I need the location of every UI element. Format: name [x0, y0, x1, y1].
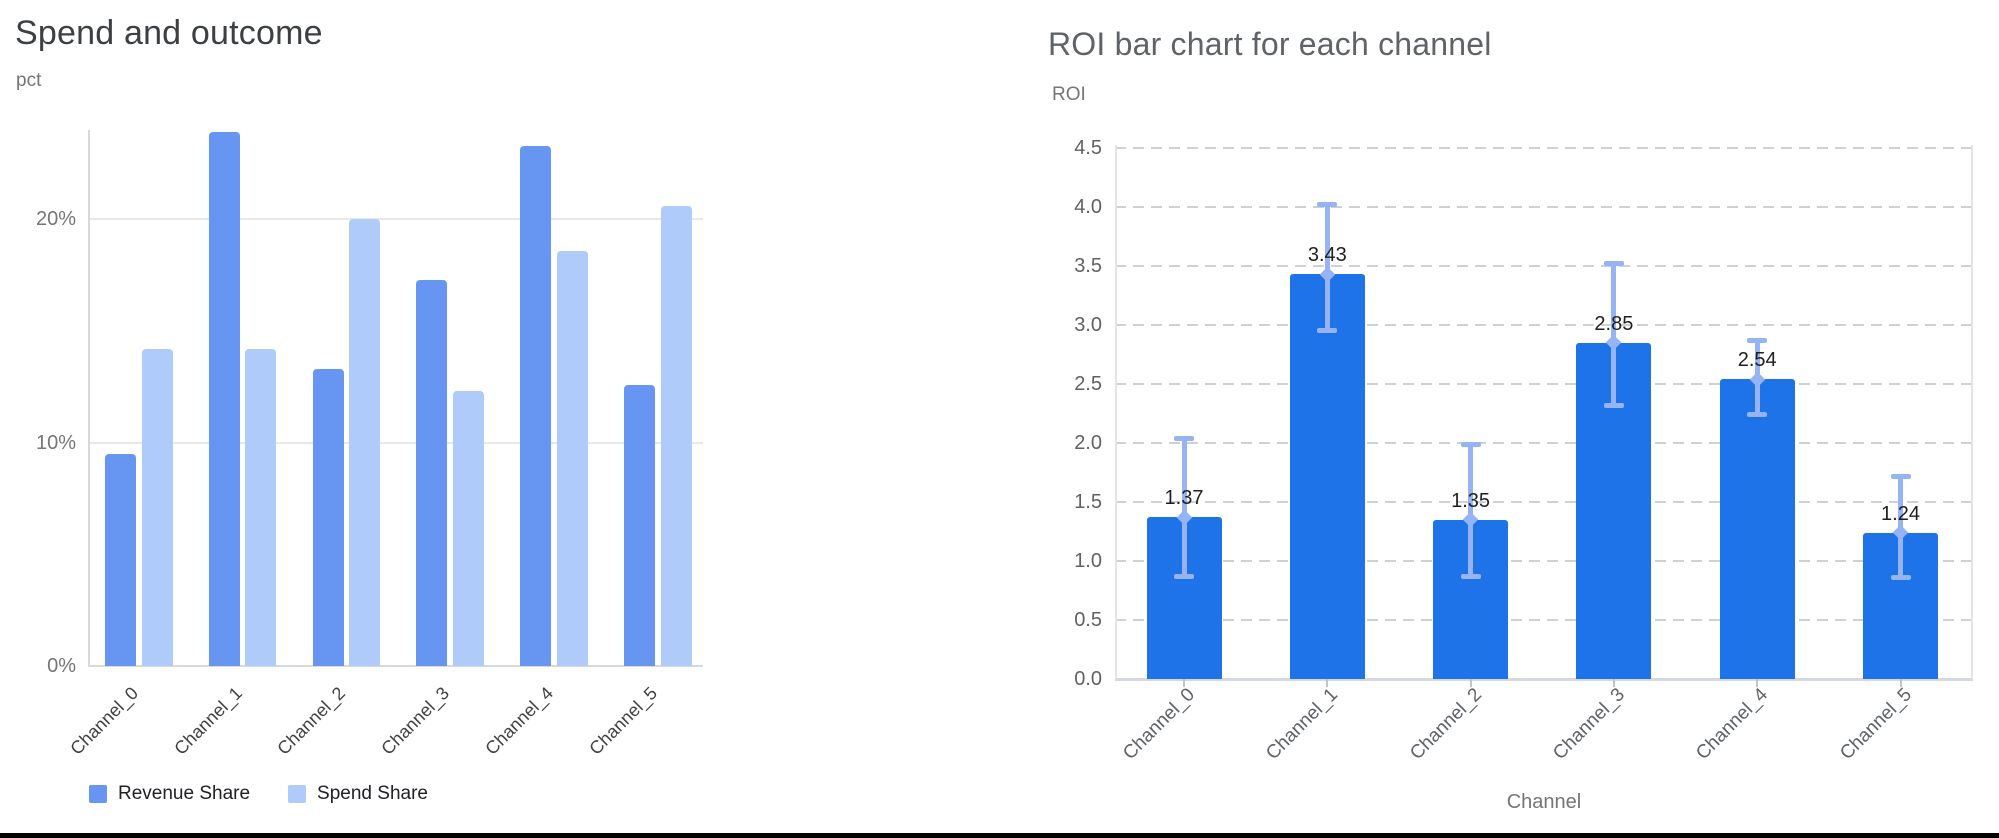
- error-cap-bottom-channel_2: [1460, 573, 1481, 579]
- right-gridline-1.5: [1115, 501, 1973, 503]
- right-y-tick-label-0.0: 0.0: [1074, 668, 1102, 690]
- right-plot-left-border: [1115, 145, 1117, 679]
- left-chart-title: Spend and outcome: [15, 14, 323, 52]
- bar-revenue-share-channel_0[interactable]: [105, 453, 136, 666]
- bar-revenue-share-channel_3[interactable]: [416, 279, 448, 666]
- value-label-channel_2: 1.35: [1451, 489, 1491, 512]
- right-y-tick-label-3.5: 3.5: [1074, 255, 1102, 277]
- bar-spend-share-channel_1[interactable]: [245, 348, 277, 666]
- bar-revenue-share-channel_4[interactable]: [520, 145, 552, 666]
- right-gridline-2.5: [1115, 383, 1973, 385]
- right-gridline-2.0: [1115, 442, 1973, 444]
- right-y-tick-label-2.0: 2.0: [1074, 432, 1102, 454]
- left-gridline-10%: [88, 441, 703, 444]
- left-y-tick-label-10%: 10%: [35, 431, 76, 454]
- right-gridline-4.0: [1115, 206, 1973, 208]
- error-cap-top-channel_3: [1603, 261, 1624, 267]
- bar-spend-share-channel_5[interactable]: [660, 205, 692, 666]
- error-bar-channel_0: [1181, 438, 1187, 577]
- left-plot-area: 0% 10% 20% Channel_0 Channel_1 Channel_2 Chann…: [0, 0, 760, 838]
- right-gridline-3.5: [1115, 265, 1973, 267]
- right-x-axis-title: Channel: [1506, 791, 1582, 813]
- left-y-tick-label-0%: 0%: [47, 655, 76, 677]
- right-gridline-1.0: [1115, 560, 1973, 562]
- legend-label-spend-share: Spend Share: [317, 783, 428, 804]
- bar-spend-share-channel_2[interactable]: [349, 219, 381, 666]
- error-cap-bottom-channel_1: [1317, 328, 1338, 334]
- error-cap-bottom-channel_0: [1174, 573, 1194, 579]
- left-gridline-0%: [88, 665, 703, 667]
- error-cap-bottom-channel_5: [1890, 575, 1911, 581]
- value-label-channel_3: 2.85: [1594, 312, 1634, 335]
- error-cap-top-channel_4: [1747, 337, 1768, 343]
- roi-chart: ROI bar chart for each channel ROI 0.0 0.…: [1000, 0, 1999, 838]
- left-y-axis-unit-label: pct: [16, 70, 42, 91]
- bar-spend-share-channel_4[interactable]: [556, 250, 588, 666]
- value-label-channel_5: 1.24: [1881, 502, 1920, 525]
- left-gridline-20%: [88, 218, 703, 221]
- right-y-tick-label-0.5: 0.5: [1074, 609, 1102, 631]
- right-y-axis-unit-label: ROI: [1052, 84, 1086, 105]
- right-x-tick-channel_4: [1756, 679, 1759, 687]
- bottom-border: [0, 833, 1999, 838]
- error-cap-top-channel_5: [1890, 473, 1911, 479]
- value-label-channel_4: 2.54: [1737, 349, 1777, 372]
- right-gridline-4.5: [1115, 147, 1973, 149]
- right-y-tick-label-4.0: 4.0: [1074, 196, 1102, 218]
- legend-swatch-revenue-share: [89, 785, 107, 803]
- right-plot-right-border: [1971, 145, 1973, 679]
- right-gridline-0.5: [1115, 619, 1973, 621]
- right-x-tick-channel_5: [1899, 679, 1902, 687]
- error-cap-top-channel_0: [1174, 435, 1194, 441]
- legend-label-revenue-share: Revenue Share: [118, 783, 251, 804]
- left-legend: Revenue Share Spend Share: [89, 783, 428, 805]
- bar-revenue-share-channel_5[interactable]: [624, 384, 655, 666]
- error-bar-channel_3: [1611, 263, 1617, 406]
- error-bar-channel_2: [1468, 444, 1474, 577]
- bar-spend-share-channel_0[interactable]: [141, 348, 173, 666]
- left-y-tick-label-20%: 20%: [35, 208, 76, 231]
- value-label-channel_1: 3.43: [1307, 244, 1347, 267]
- right-chart-title: ROI bar chart for each channel: [1048, 26, 1492, 62]
- right-y-tick-label-2.5: 2.5: [1074, 373, 1102, 395]
- error-cap-top-channel_1: [1317, 202, 1338, 208]
- right-y-tick-label-1.5: 1.5: [1074, 491, 1102, 513]
- right-axis-baseline: [1115, 678, 1973, 681]
- right-y-tick-label-4.5: 4.5: [1074, 137, 1102, 159]
- value-label-channel_0: 1.37: [1164, 487, 1204, 510]
- legend-swatch-spend-share: [288, 785, 307, 803]
- right-x-tick-channel_2: [1469, 679, 1472, 687]
- right-y-tick-label-3.0: 3.0: [1074, 314, 1102, 336]
- bar-roi-channel_1[interactable]: [1289, 274, 1365, 679]
- bar-revenue-share-channel_1[interactable]: [208, 132, 240, 666]
- error-cap-bottom-channel_3: [1603, 402, 1624, 408]
- bar-revenue-share-channel_2[interactable]: [312, 368, 344, 666]
- legend-item-spend-share[interactable]: Spend Share: [288, 783, 428, 805]
- right-x-tick-channel_3: [1612, 679, 1615, 687]
- right-y-tick-label-1.0: 1.0: [1074, 550, 1102, 572]
- error-cap-bottom-channel_4: [1747, 412, 1768, 418]
- bar-roi-channel_4[interactable]: [1719, 379, 1795, 679]
- error-cap-top-channel_2: [1460, 441, 1481, 447]
- spend-outcome-chart: Spend and outcome pct 0% 10% 20% Channel_0 C…: [0, 0, 760, 838]
- right-gridline-3.0: [1115, 324, 1973, 326]
- legend-item-revenue-share[interactable]: Revenue Share: [89, 783, 250, 805]
- left-y-axis-line: [88, 130, 90, 666]
- right-x-tick-channel_0: [1183, 679, 1185, 687]
- right-x-tick-channel_1: [1326, 679, 1329, 687]
- bar-spend-share-channel_3[interactable]: [452, 391, 484, 666]
